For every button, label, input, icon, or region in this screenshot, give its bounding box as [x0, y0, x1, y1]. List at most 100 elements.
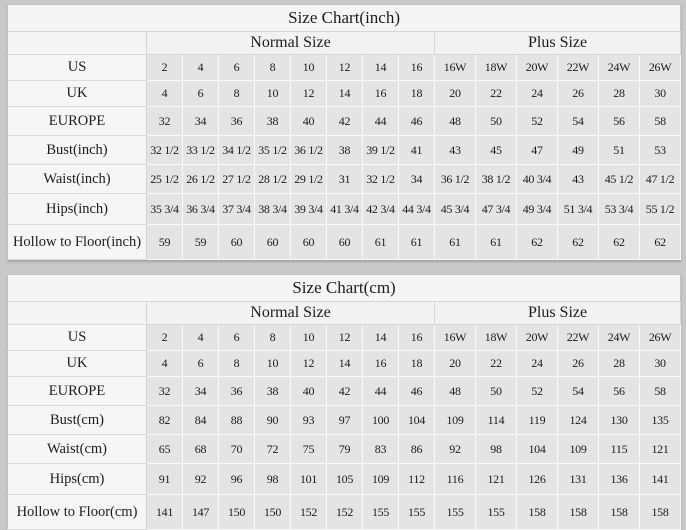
- size-value-cell: 4: [182, 54, 219, 81]
- row-label: Hollow to Floor(inch): [7, 224, 147, 260]
- size-value-cell: 91: [146, 463, 183, 495]
- size-value-cell: 22W: [557, 54, 599, 81]
- size-value-cell: 16: [398, 54, 435, 81]
- size-value-cell: 158: [598, 494, 640, 530]
- size-value-cell: 155: [398, 494, 435, 530]
- size-chart-cm-table: Size Chart(cm) Normal Size Plus Size US 2…: [7, 274, 682, 530]
- size-value-cell: 46: [398, 106, 435, 136]
- size-value-cell: 40: [290, 106, 327, 136]
- size-value-cell: 24W: [598, 54, 640, 81]
- size-value-cell: 8: [218, 350, 255, 377]
- size-value-cell: 4: [146, 80, 183, 107]
- size-value-cell: 44: [362, 106, 399, 136]
- size-chart-inch-table: Size Chart(inch) Normal Size Plus Size U…: [7, 4, 682, 260]
- size-value-cell: 20W: [516, 324, 558, 351]
- size-value-cell: 22W: [557, 324, 599, 351]
- size-value-cell: 40 3/4: [516, 164, 558, 194]
- size-value-cell: 44: [362, 376, 399, 406]
- size-value-cell: 121: [475, 463, 517, 495]
- size-value-cell: 8: [218, 80, 255, 107]
- size-value-cell: 26: [557, 80, 599, 107]
- size-value-cell: 26W: [638, 54, 682, 81]
- table-row: Bust(cm) 82 84 88 90 93 97 100 104 109 114 119 124 13…: [7, 405, 682, 435]
- size-value-cell: 45 3/4: [434, 193, 476, 225]
- size-value-cell: 56: [598, 376, 640, 406]
- size-value-cell: 135: [638, 405, 682, 435]
- size-value-cell: 32 1/2: [362, 164, 399, 194]
- row-label: Hollow to Floor(cm): [7, 494, 147, 530]
- size-value-cell: 12: [290, 350, 327, 377]
- size-value-cell: 61: [475, 224, 517, 260]
- size-value-cell: 98: [254, 463, 291, 495]
- size-value-cell: 38 1/2: [475, 164, 517, 194]
- size-value-cell: 25 1/2: [146, 164, 183, 194]
- size-value-cell: 45: [475, 135, 517, 165]
- size-value-cell: 20: [434, 80, 476, 107]
- size-value-cell: 92: [182, 463, 219, 495]
- size-value-cell: 86: [398, 434, 435, 464]
- size-value-cell: 155: [362, 494, 399, 530]
- size-value-cell: 75: [290, 434, 327, 464]
- size-value-cell: 82: [146, 405, 183, 435]
- size-value-cell: 18: [398, 350, 435, 377]
- size-value-cell: 158: [557, 494, 599, 530]
- size-value-cell: 38: [254, 106, 291, 136]
- table-row: Bust(inch) 32 1/2 33 1/2 34 1/2 35 1/2 36 1/2…: [7, 135, 682, 165]
- size-value-cell: 155: [434, 494, 476, 530]
- size-value-cell: 34: [182, 376, 219, 406]
- size-value-cell: 109: [557, 434, 599, 464]
- size-value-cell: 136: [598, 463, 640, 495]
- size-value-cell: 88: [218, 405, 255, 435]
- size-value-cell: 51: [598, 135, 640, 165]
- size-value-cell: 92: [434, 434, 476, 464]
- size-value-cell: 26 1/2: [182, 164, 219, 194]
- size-value-cell: 131: [557, 463, 599, 495]
- normal-size-header: Normal Size: [146, 31, 435, 55]
- size-value-cell: 47 3/4: [475, 193, 517, 225]
- size-value-cell: 41 3/4: [326, 193, 363, 225]
- table-row: UK 4 6 8 10 12 14 16 18 20 22 24 26 28 30: [7, 80, 682, 107]
- normal-size-header: Normal Size: [146, 301, 435, 325]
- size-value-cell: 56: [598, 106, 640, 136]
- size-value-cell: 42 3/4: [362, 193, 399, 225]
- size-value-cell: 112: [398, 463, 435, 495]
- table-title-row: Size Chart(cm): [7, 274, 681, 302]
- size-value-cell: 22: [475, 80, 517, 107]
- size-value-cell: 37 3/4: [218, 193, 255, 225]
- size-value-cell: 14: [362, 54, 399, 81]
- size-value-cell: 49: [557, 135, 599, 165]
- size-value-cell: 6: [218, 54, 255, 81]
- size-value-cell: 43: [557, 164, 599, 194]
- size-value-cell: 39 3/4: [290, 193, 327, 225]
- size-value-cell: 8: [254, 324, 291, 351]
- size-value-cell: 6: [182, 80, 219, 107]
- table-row: Waist(cm) 65 68 70 72 75 79 83 86 92 98 104 109 115 12…: [7, 434, 682, 464]
- size-value-cell: 116: [434, 463, 476, 495]
- size-value-cell: 31: [326, 164, 363, 194]
- size-value-cell: 38 3/4: [254, 193, 291, 225]
- size-value-cell: 47: [516, 135, 558, 165]
- size-value-cell: 16: [362, 350, 399, 377]
- size-value-cell: 16: [362, 80, 399, 107]
- size-value-cell: 61: [398, 224, 435, 260]
- size-value-cell: 10: [254, 350, 291, 377]
- size-value-cell: 6: [218, 324, 255, 351]
- size-value-cell: 96: [218, 463, 255, 495]
- size-value-cell: 18W: [475, 54, 517, 81]
- table-title-row: Size Chart(inch): [7, 4, 681, 32]
- size-value-cell: 61: [434, 224, 476, 260]
- size-value-cell: 42: [326, 106, 363, 136]
- size-value-cell: 20W: [516, 54, 558, 81]
- size-value-cell: 16W: [434, 54, 476, 81]
- size-group-header-row: Normal Size Plus Size: [7, 301, 682, 325]
- size-value-cell: 52: [516, 376, 558, 406]
- table-row: EUROPE 32 34 36 38 40 42 44 46 48 50 52 54 56 58: [7, 376, 682, 406]
- size-value-cell: 12: [290, 80, 327, 107]
- size-value-cell: 65: [146, 434, 183, 464]
- size-value-cell: 41: [398, 135, 435, 165]
- size-value-cell: 84: [182, 405, 219, 435]
- size-value-cell: 10: [290, 324, 327, 351]
- size-value-cell: 141: [638, 463, 682, 495]
- size-value-cell: 114: [475, 405, 517, 435]
- size-value-cell: 34 1/2: [218, 135, 255, 165]
